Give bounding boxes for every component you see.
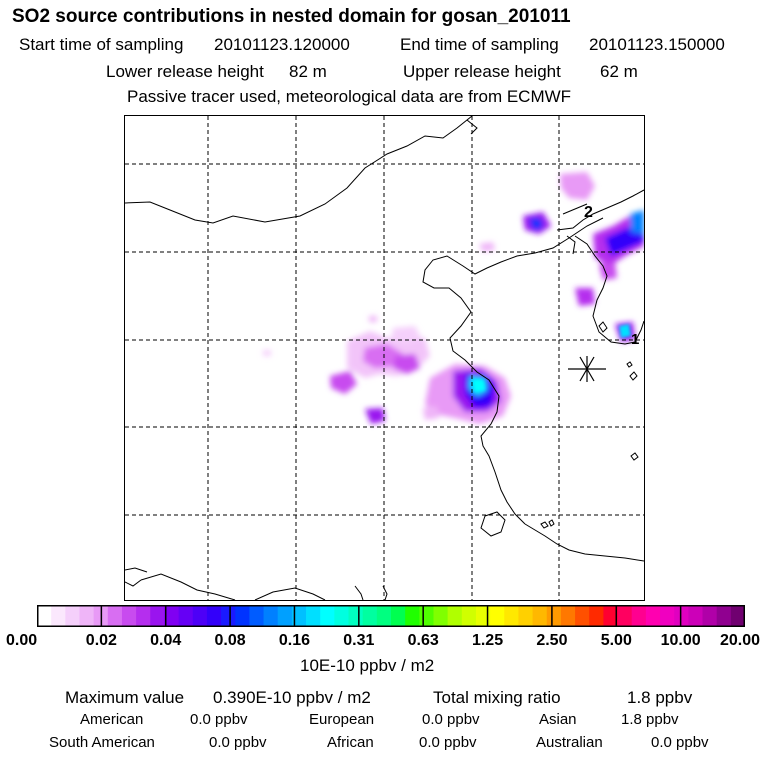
colorbar-swatch (575, 605, 590, 627)
colorbar-swatch (320, 605, 335, 627)
colorbar-swatch (702, 605, 718, 627)
colorbar-swatch (660, 605, 675, 627)
colorbar-swatch (164, 605, 180, 627)
colorbar-swatch (560, 605, 576, 627)
region-value-european: 0.0 ppbv (422, 711, 480, 728)
lower-height-label: Lower release height (106, 62, 264, 81)
colorbar (37, 605, 745, 627)
colorbar-swatch (546, 605, 562, 627)
colorbar-swatch (348, 605, 364, 627)
colorbar-swatch (518, 605, 534, 627)
colorbar-swatch (589, 605, 604, 627)
max-value: 0.390E-10 ppbv / m2 (213, 688, 371, 707)
region-name-asian: Asian (539, 711, 577, 728)
source-marker-1: 1 (631, 331, 639, 348)
colorbar-swatch (405, 605, 420, 627)
map-canvas: 1 2 (125, 116, 644, 600)
colorbar-swatch (376, 605, 392, 627)
colorbar-swatch (192, 605, 208, 627)
concentration-hotspots (473, 324, 631, 392)
colorbar-tick-label: 2.50 (536, 632, 568, 649)
source-marker-2: 2 (584, 204, 593, 221)
colorbar-swatch (475, 605, 491, 627)
max-value-label: Maximum value (65, 688, 185, 707)
colorbar-swatch (334, 605, 350, 627)
colorbar-swatch (150, 605, 166, 627)
map-panel: 1 2 (124, 115, 645, 601)
upper-height-value: 62 m (600, 62, 638, 81)
colorbar-tick-label: 0.08 (214, 632, 246, 649)
colorbar-swatch (79, 605, 95, 627)
colorbar-swatch (433, 605, 449, 627)
total-mixing-label: Total mixing ratio (433, 688, 561, 707)
colorbar-swatch (121, 605, 137, 627)
region-name-european: European (309, 711, 375, 728)
total-mixing-value: 1.8 ppbv (627, 688, 693, 707)
colorbar-swatch (107, 605, 123, 627)
colorbar-swatch (447, 605, 463, 627)
colorbar-tick-label: 0.31 (343, 632, 375, 649)
region-value-african: 0.0 ppbv (419, 734, 477, 751)
region-value-australian: 0.0 ppbv (651, 734, 709, 751)
colorbar-tick-label: 5.00 (600, 632, 632, 649)
colorbar-swatch (391, 605, 406, 627)
colorbar-swatch (362, 605, 378, 627)
colorbar-swatch (504, 605, 520, 627)
coastlines (125, 116, 644, 600)
colorbar-tick-label: 0.16 (278, 632, 311, 649)
lower-height-value: 82 m (289, 62, 327, 81)
colorbar-tick-label: 0.04 (150, 632, 182, 649)
colorbar-tick-label: 10.00 (660, 632, 701, 649)
colorbar-tick-label: 1.25 (471, 632, 504, 649)
note-text: Passive tracer used, meteorological data… (127, 87, 572, 106)
region-value-asian: 1.8 ppbv (621, 711, 679, 728)
colorbar-swatch (221, 605, 236, 627)
lat-lon-grid (125, 116, 644, 600)
colorbar-swatch (206, 605, 222, 627)
colorbar-swatch (688, 605, 704, 627)
region-name-african: African (327, 734, 374, 751)
receptor-star-marker (568, 356, 606, 382)
colorbar-swatch (617, 605, 633, 627)
colorbar-swatch (645, 605, 661, 627)
region-name-south-american: South American (49, 734, 155, 751)
end-time-value: 20101123.150000 (589, 35, 725, 54)
region-value-american: 0.0 ppbv (190, 711, 248, 728)
colorbar-swatch (716, 605, 732, 627)
end-time-label: End time of sampling (400, 35, 559, 54)
colorbar-swatch (277, 605, 293, 627)
colorbar-swatch (263, 605, 279, 627)
colorbar-swatch (490, 605, 505, 627)
colorbar-swatch (235, 605, 250, 627)
colorbar-unit: 10E-10 ppbv / m2 (300, 656, 435, 675)
colorbar-tick-label: 0.00 (6, 632, 38, 649)
colorbar-swatch (631, 605, 647, 627)
figure-title: SO2 source contributions in nested domai… (12, 6, 571, 27)
region-name-american: American (80, 711, 144, 728)
start-time-value: 20101123.120000 (214, 35, 350, 54)
colorbar-swatch (419, 605, 435, 627)
colorbar-swatch (532, 605, 548, 627)
colorbar-swatch (730, 605, 745, 627)
colorbar-swatch (65, 605, 81, 627)
colorbar-swatch (51, 605, 66, 627)
region-value-south-american: 0.0 ppbv (209, 734, 267, 751)
colorbar-swatch (306, 605, 321, 627)
region-name-australian: Australian (536, 734, 603, 751)
colorbar-swatch (178, 605, 194, 627)
colorbar-swatch (37, 605, 52, 627)
colorbar-tick-label: 0.02 (85, 632, 117, 649)
colorbar-swatch (603, 605, 619, 627)
colorbar-border (37, 605, 745, 627)
start-time-label: Start time of sampling (19, 35, 184, 54)
colorbar-swatch (461, 605, 477, 627)
upper-height-label: Upper release height (403, 62, 561, 81)
colorbar-swatch (291, 605, 307, 627)
colorbar-swatch (674, 605, 689, 627)
colorbar-swatch (249, 605, 265, 627)
colorbar-tick-label: 20.00 (719, 632, 760, 649)
colorbar-tick-label: 0.63 (407, 632, 439, 649)
colorbar-swatch (136, 605, 151, 627)
